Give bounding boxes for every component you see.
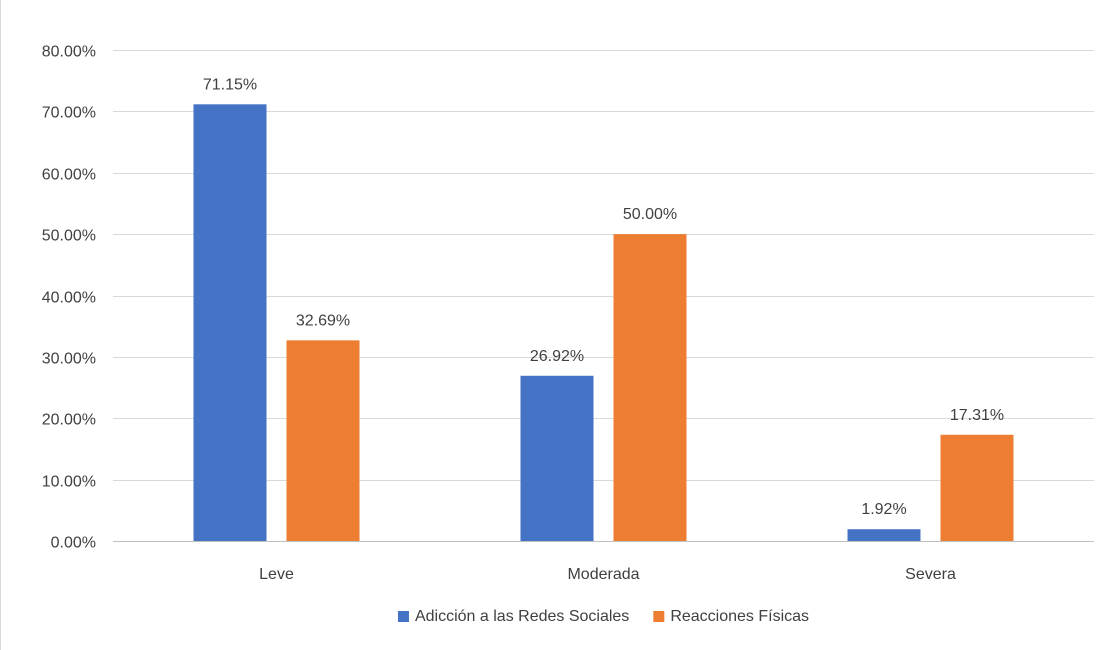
bar-adiccion-moderada: [520, 375, 594, 541]
x-tick-label: Severa: [905, 566, 956, 583]
y-tick-label: 80.00%: [42, 44, 96, 61]
legend-swatch: [653, 611, 665, 622]
x-tick-label: Leve: [259, 566, 294, 583]
bar-reacciones-moderada: [613, 234, 687, 541]
data-label: 32.69%: [296, 312, 350, 329]
data-label: 1.92%: [861, 501, 906, 518]
x-tick-label: Moderada: [567, 566, 639, 583]
x-axis-tick-labels: Leve Moderada Severa: [259, 566, 956, 583]
bars: [193, 104, 1014, 542]
y-tick-label: 20.00%: [42, 412, 96, 429]
legend-label: Reacciones Físicas: [670, 608, 809, 625]
y-tick-label: 10.00%: [42, 474, 96, 491]
bar-reacciones-severa: [940, 434, 1014, 541]
data-label: 17.31%: [950, 407, 1004, 424]
legend-swatch: [397, 611, 409, 622]
y-tick-label: 30.00%: [42, 351, 96, 368]
y-axis-tick-labels: 0.00% 10.00% 20.00% 30.00% 40.00% 50.00% 60.00…: [42, 44, 96, 552]
bar-reacciones-leve: [286, 340, 360, 541]
bar-adiccion-severa: [847, 529, 921, 541]
legend-label: Adicción a las Redes Sociales: [415, 608, 629, 625]
data-labels: 71.15% 32.69% 26.92% 50.00% 1.92% 17.31%: [203, 76, 1004, 518]
y-tick-label: 70.00%: [42, 105, 96, 122]
gridlines: [113, 50, 1094, 542]
data-label: 26.92%: [530, 348, 584, 365]
legend: Adicción a las Redes Sociales Reacciones …: [397, 608, 809, 625]
y-tick-label: 50.00%: [42, 228, 96, 245]
bar-adiccion-leve: [193, 104, 267, 542]
y-tick-label: 0.00%: [51, 535, 96, 552]
data-label: 71.15%: [203, 76, 257, 93]
data-label: 50.00%: [623, 206, 677, 223]
y-tick-label: 40.00%: [42, 290, 96, 307]
y-tick-label: 60.00%: [42, 167, 96, 184]
